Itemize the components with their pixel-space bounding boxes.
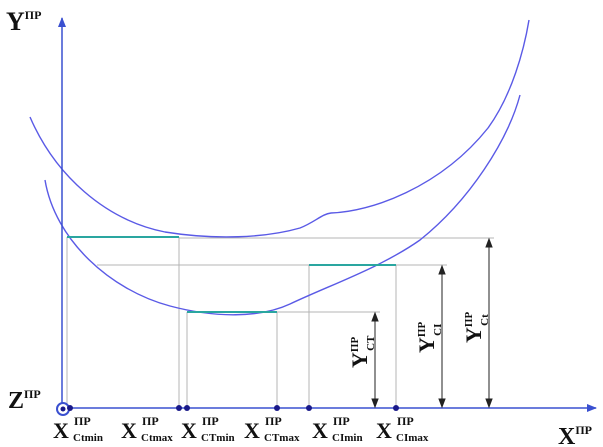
upper-profile-curve [29, 19, 530, 238]
point-ctmin [67, 405, 73, 411]
x-axis-points [67, 405, 399, 411]
point-cimax [393, 405, 399, 411]
axes [58, 17, 597, 412]
y-dimension-labels: YПР CT YПР CI YПР Ct [347, 312, 491, 368]
label-x-cimax: X ПР CImax [376, 414, 429, 444]
label-x-ctmax: X ПР Ctmax [121, 414, 173, 444]
x-axis-label: XПР [558, 423, 592, 447]
z-axis-label: ZПР [8, 387, 41, 414]
label-x-ctmax-upper: X ПР CTmax [244, 414, 300, 444]
guide-lines [66, 237, 494, 409]
label-y-ci: YПР CI [414, 322, 444, 353]
lower-profile-curve [44, 94, 521, 316]
label-x-ctmin: X ПР Ctmin [53, 414, 103, 444]
contact-segments [67, 236, 396, 313]
point-ctmax [176, 405, 182, 411]
point-cimin [306, 405, 312, 411]
label-y-ct-total: YПР Ct [461, 312, 491, 343]
profile-curves [29, 19, 530, 316]
x-position-labels: X ПР Ctmin X ПР Ctmax X ПР CTmin X ПР CTmax X ПР C… [53, 414, 429, 444]
label-y-ct: YПР CT [347, 335, 377, 368]
point-ctmin-lower [184, 405, 190, 411]
point-ctmax-lower [274, 405, 280, 411]
label-x-ctmin-upper: X ПР CTmin [181, 414, 235, 444]
dimension-lines [371, 237, 493, 409]
origin-marker [56, 402, 70, 416]
label-x-cimin: X ПР CImin [312, 414, 363, 444]
y-axis-label: YПР [6, 7, 41, 36]
